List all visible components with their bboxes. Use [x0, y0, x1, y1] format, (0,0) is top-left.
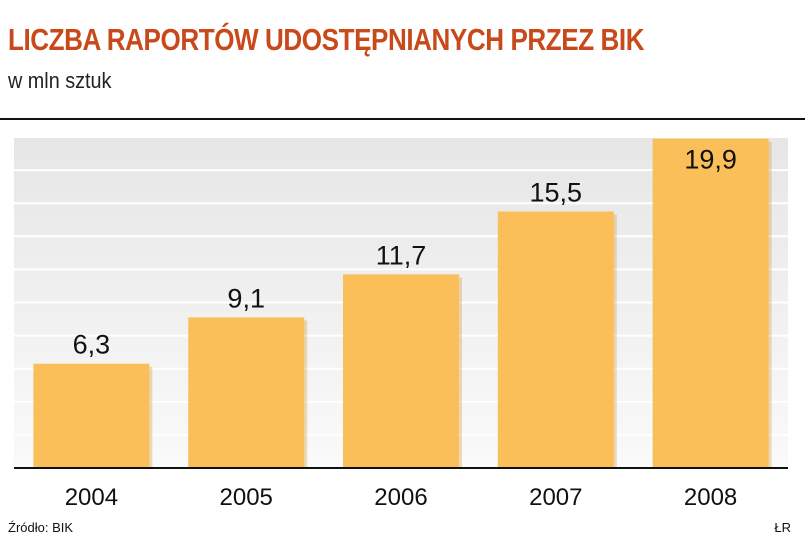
value-label-2008: 19,9	[684, 145, 737, 175]
x-tick-label-2006: 2006	[374, 484, 427, 511]
bar-2008	[652, 138, 769, 468]
header-rule	[0, 118, 805, 120]
author-credit: ŁR	[774, 520, 791, 535]
bar-chart: 6,3 9,1 11,7 15,5 19,9 2004 2005 2006 2007 2008	[14, 136, 788, 511]
bar-2005	[188, 317, 305, 468]
x-tick-labels: 2004 2005 2006 2007 2008	[65, 484, 738, 511]
value-label-2004: 6,3	[73, 330, 111, 360]
value-label-2006: 11,7	[376, 240, 427, 270]
bar-2006	[343, 274, 459, 468]
bar-2007	[497, 211, 614, 468]
value-label-2005: 9,1	[227, 283, 265, 313]
x-tick-label-2005: 2005	[220, 484, 273, 511]
chart-title: LICZBA RAPORTÓW UDOSTĘPNIANYCH PRZEZ BIK	[8, 22, 645, 57]
x-tick-label-2008: 2008	[684, 484, 737, 511]
x-tick-label-2007: 2007	[529, 484, 582, 511]
chart-subtitle: w mln sztuk	[8, 68, 112, 93]
source-note: Źródło: BIK	[8, 520, 74, 535]
value-label-2007: 15,5	[530, 177, 583, 207]
bars-group: 6,3 9,1 11,7 15,5 19,9	[33, 138, 772, 468]
x-tick-label-2004: 2004	[65, 484, 118, 511]
bar-2004	[33, 363, 150, 468]
